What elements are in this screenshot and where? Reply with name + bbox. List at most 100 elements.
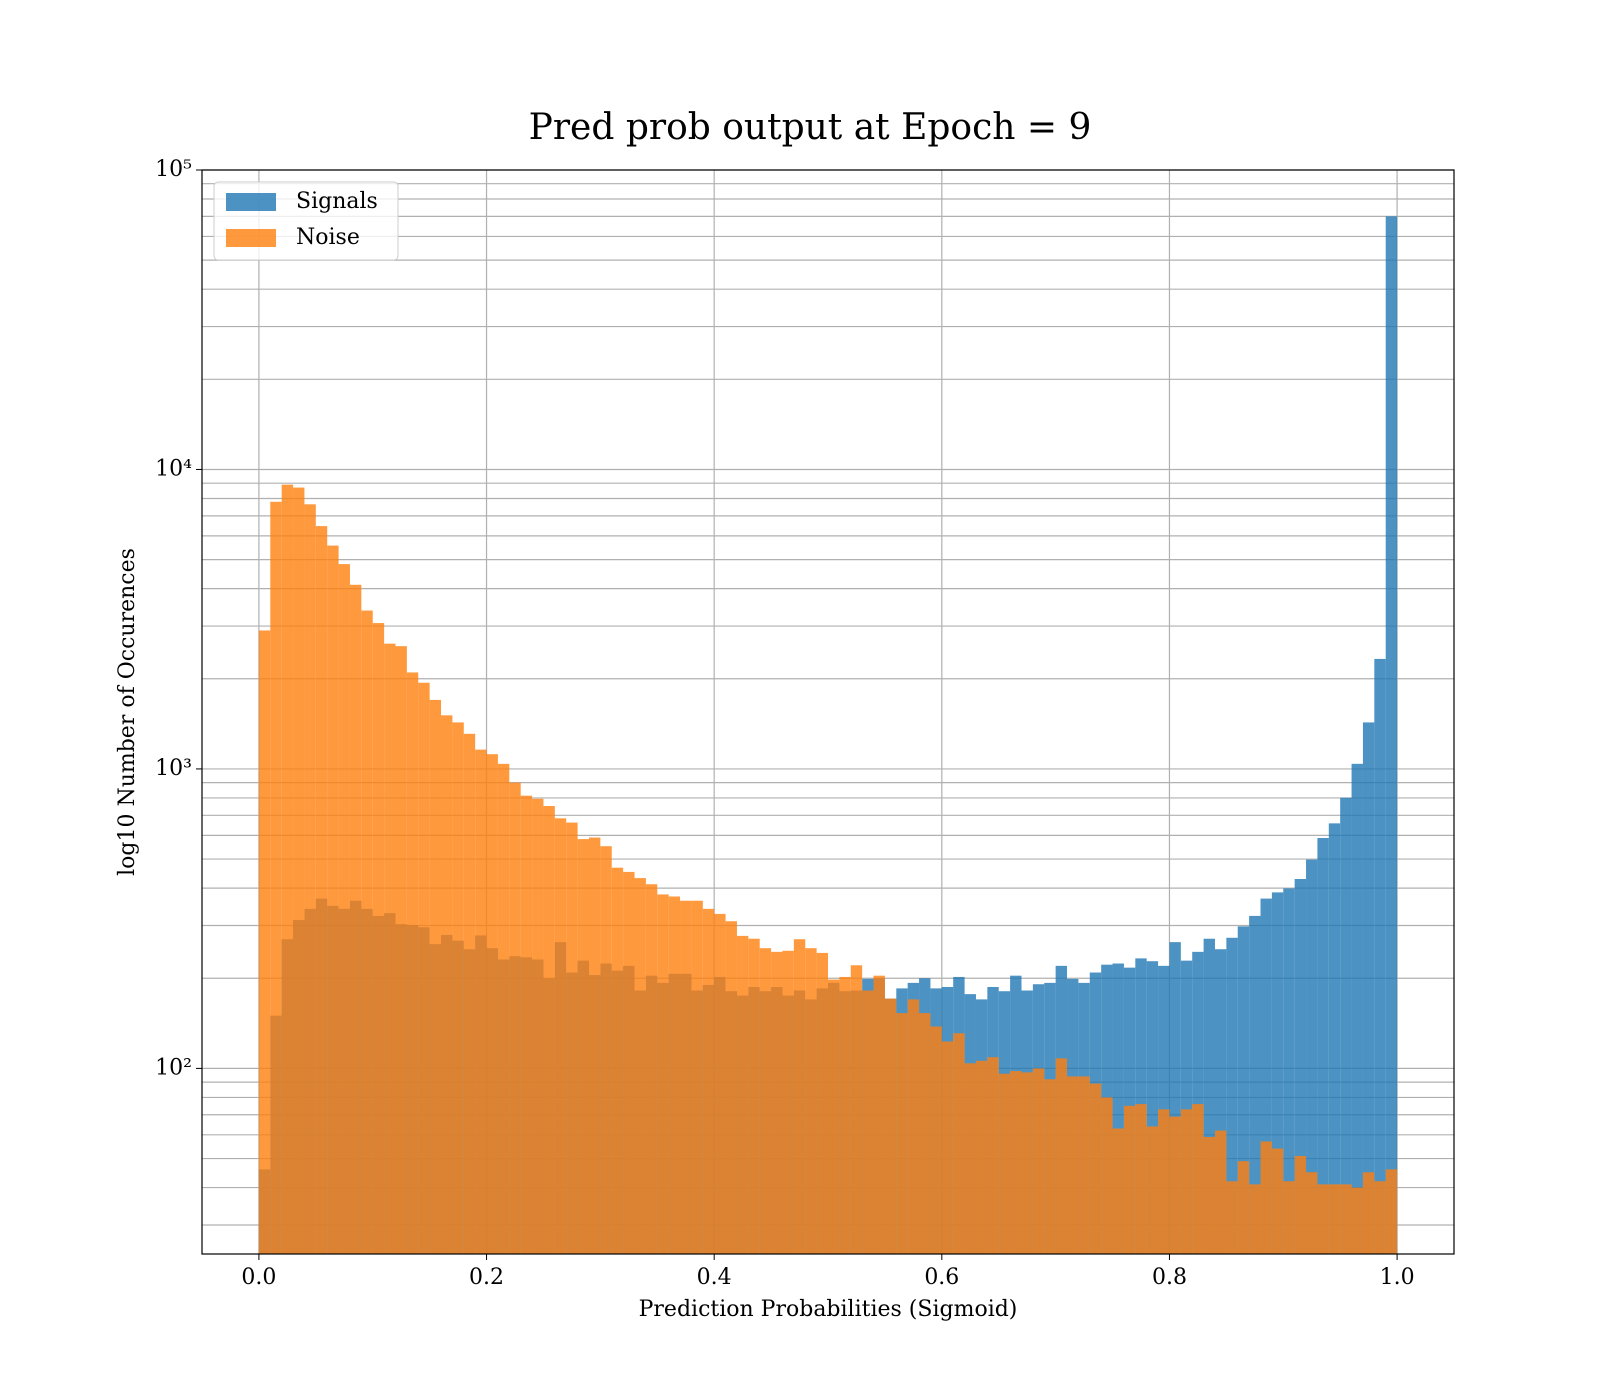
chart-title: Pred prob output at Epoch = 9 (529, 107, 1092, 148)
y-axis-label: log10 Number of Occurences (115, 548, 140, 876)
bar (1146, 961, 1159, 1254)
bar (1260, 898, 1272, 1254)
bar (1362, 1172, 1375, 1254)
bar (1032, 1068, 1045, 1254)
bar (623, 871, 635, 1254)
bar (1374, 1181, 1386, 1254)
bar (532, 798, 544, 1254)
bar (1192, 951, 1204, 1254)
bar (941, 1041, 954, 1254)
bar (953, 1033, 965, 1254)
x-tick-label: 0.8 (1152, 1265, 1187, 1290)
bar (1214, 1130, 1227, 1254)
bar (702, 908, 715, 1254)
x-tick-label: 1.0 (1380, 1265, 1415, 1290)
bar (759, 948, 772, 1254)
bar (1260, 1141, 1272, 1254)
bar (1192, 1104, 1204, 1254)
bar (691, 900, 703, 1254)
bar (1317, 837, 1329, 1254)
bar (304, 504, 316, 1254)
bar (1306, 1172, 1318, 1254)
bar (884, 998, 897, 1254)
bar (441, 715, 453, 1254)
bar (1283, 888, 1295, 1254)
bar (258, 630, 271, 1254)
bar (429, 699, 442, 1254)
bar (680, 900, 692, 1254)
bar (1374, 658, 1386, 1254)
bar (1044, 1079, 1056, 1254)
bar (1340, 797, 1352, 1254)
bar (930, 1026, 942, 1254)
bar (782, 950, 794, 1254)
bar (600, 846, 612, 1254)
bar (839, 976, 851, 1254)
bar (873, 975, 885, 1254)
bar (588, 837, 601, 1254)
bar (793, 939, 806, 1254)
bar (281, 484, 294, 1254)
y-tick-label: 10⁵ (155, 157, 192, 182)
bar (1158, 1109, 1170, 1254)
y-tick-label: 10² (155, 1055, 192, 1080)
bar (1271, 892, 1284, 1254)
bar (1351, 1187, 1363, 1254)
bar (634, 878, 646, 1254)
bar (1237, 926, 1250, 1254)
bar (805, 948, 817, 1254)
bar (1283, 1181, 1295, 1254)
bar (1078, 1076, 1090, 1254)
bar (964, 1063, 976, 1254)
bar (657, 894, 669, 1254)
bar (543, 805, 555, 1254)
bar (1146, 1126, 1159, 1254)
bar (1294, 1155, 1307, 1254)
bar (372, 623, 385, 1254)
bar (1249, 1184, 1261, 1254)
plot-frame (201, 169, 1455, 1255)
bar (1385, 1169, 1398, 1254)
bar (771, 951, 783, 1254)
bar (1180, 960, 1193, 1254)
bar (1021, 1072, 1033, 1254)
bar (1385, 216, 1398, 1255)
bar (349, 584, 362, 1254)
bar (611, 867, 624, 1254)
bar (509, 782, 521, 1254)
bar (406, 672, 419, 1254)
bar (1112, 1128, 1124, 1254)
bar (463, 733, 476, 1254)
bar (554, 818, 567, 1254)
bar (1180, 1109, 1193, 1254)
bar (919, 1013, 931, 1254)
bar (1237, 1161, 1250, 1254)
bar (1306, 859, 1318, 1254)
bar (714, 913, 726, 1254)
x-tick-label: 0.0 (241, 1265, 276, 1290)
bar (828, 979, 840, 1254)
x-tick-label: 0.4 (697, 1265, 732, 1290)
legend-label: Noise (296, 225, 360, 250)
bar (896, 1013, 908, 1254)
bar (361, 610, 373, 1254)
bar (486, 754, 498, 1254)
bar (1362, 722, 1375, 1254)
y-tick-label: 10⁴ (155, 456, 192, 481)
bar (270, 501, 282, 1254)
bar (1317, 1184, 1329, 1254)
bar (1135, 1104, 1147, 1254)
bar (1123, 1105, 1136, 1254)
bar (293, 487, 305, 1254)
bar (1169, 942, 1181, 1254)
bar (1214, 949, 1227, 1254)
bar (736, 935, 749, 1254)
bar (1101, 1097, 1113, 1254)
bar (975, 1060, 988, 1254)
bar (907, 999, 920, 1254)
bar (520, 795, 533, 1254)
bar (1089, 1083, 1102, 1254)
bar (1203, 1137, 1215, 1254)
bar (816, 952, 828, 1254)
